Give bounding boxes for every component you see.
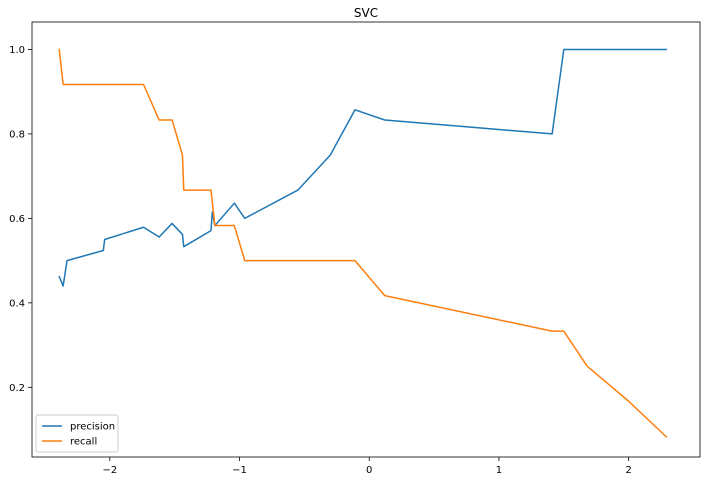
legend-label-precision: precision — [70, 422, 115, 433]
y-tick-label: 0.8 — [9, 129, 25, 140]
plot-frame — [31, 21, 701, 458]
x-tick-label: −1 — [232, 465, 247, 476]
series-layer — [58, 48, 668, 438]
y-tick-label: 0.4 — [9, 298, 25, 309]
axes: −2 −1 0 1 2 0.2 0.4 0.6 0.8 1.0 — [9, 45, 632, 476]
y-tick-label: 0.2 — [9, 383, 25, 394]
x-tick-label: −2 — [102, 465, 117, 476]
x-tick-label: 0 — [366, 465, 372, 476]
y-tick-label: 1.0 — [9, 45, 25, 56]
chart-title: SVC — [354, 6, 378, 20]
x-tick-label: 1 — [496, 465, 502, 476]
x-tick-label: 2 — [625, 465, 631, 476]
precision-line — [58, 48, 668, 287]
legend: precision recall — [35, 414, 119, 453]
legend-box — [35, 414, 119, 453]
plot-area-border — [31, 21, 701, 458]
recall-line — [58, 48, 668, 438]
y-tick-label: 0.6 — [9, 214, 25, 225]
legend-label-recall: recall — [70, 437, 97, 448]
